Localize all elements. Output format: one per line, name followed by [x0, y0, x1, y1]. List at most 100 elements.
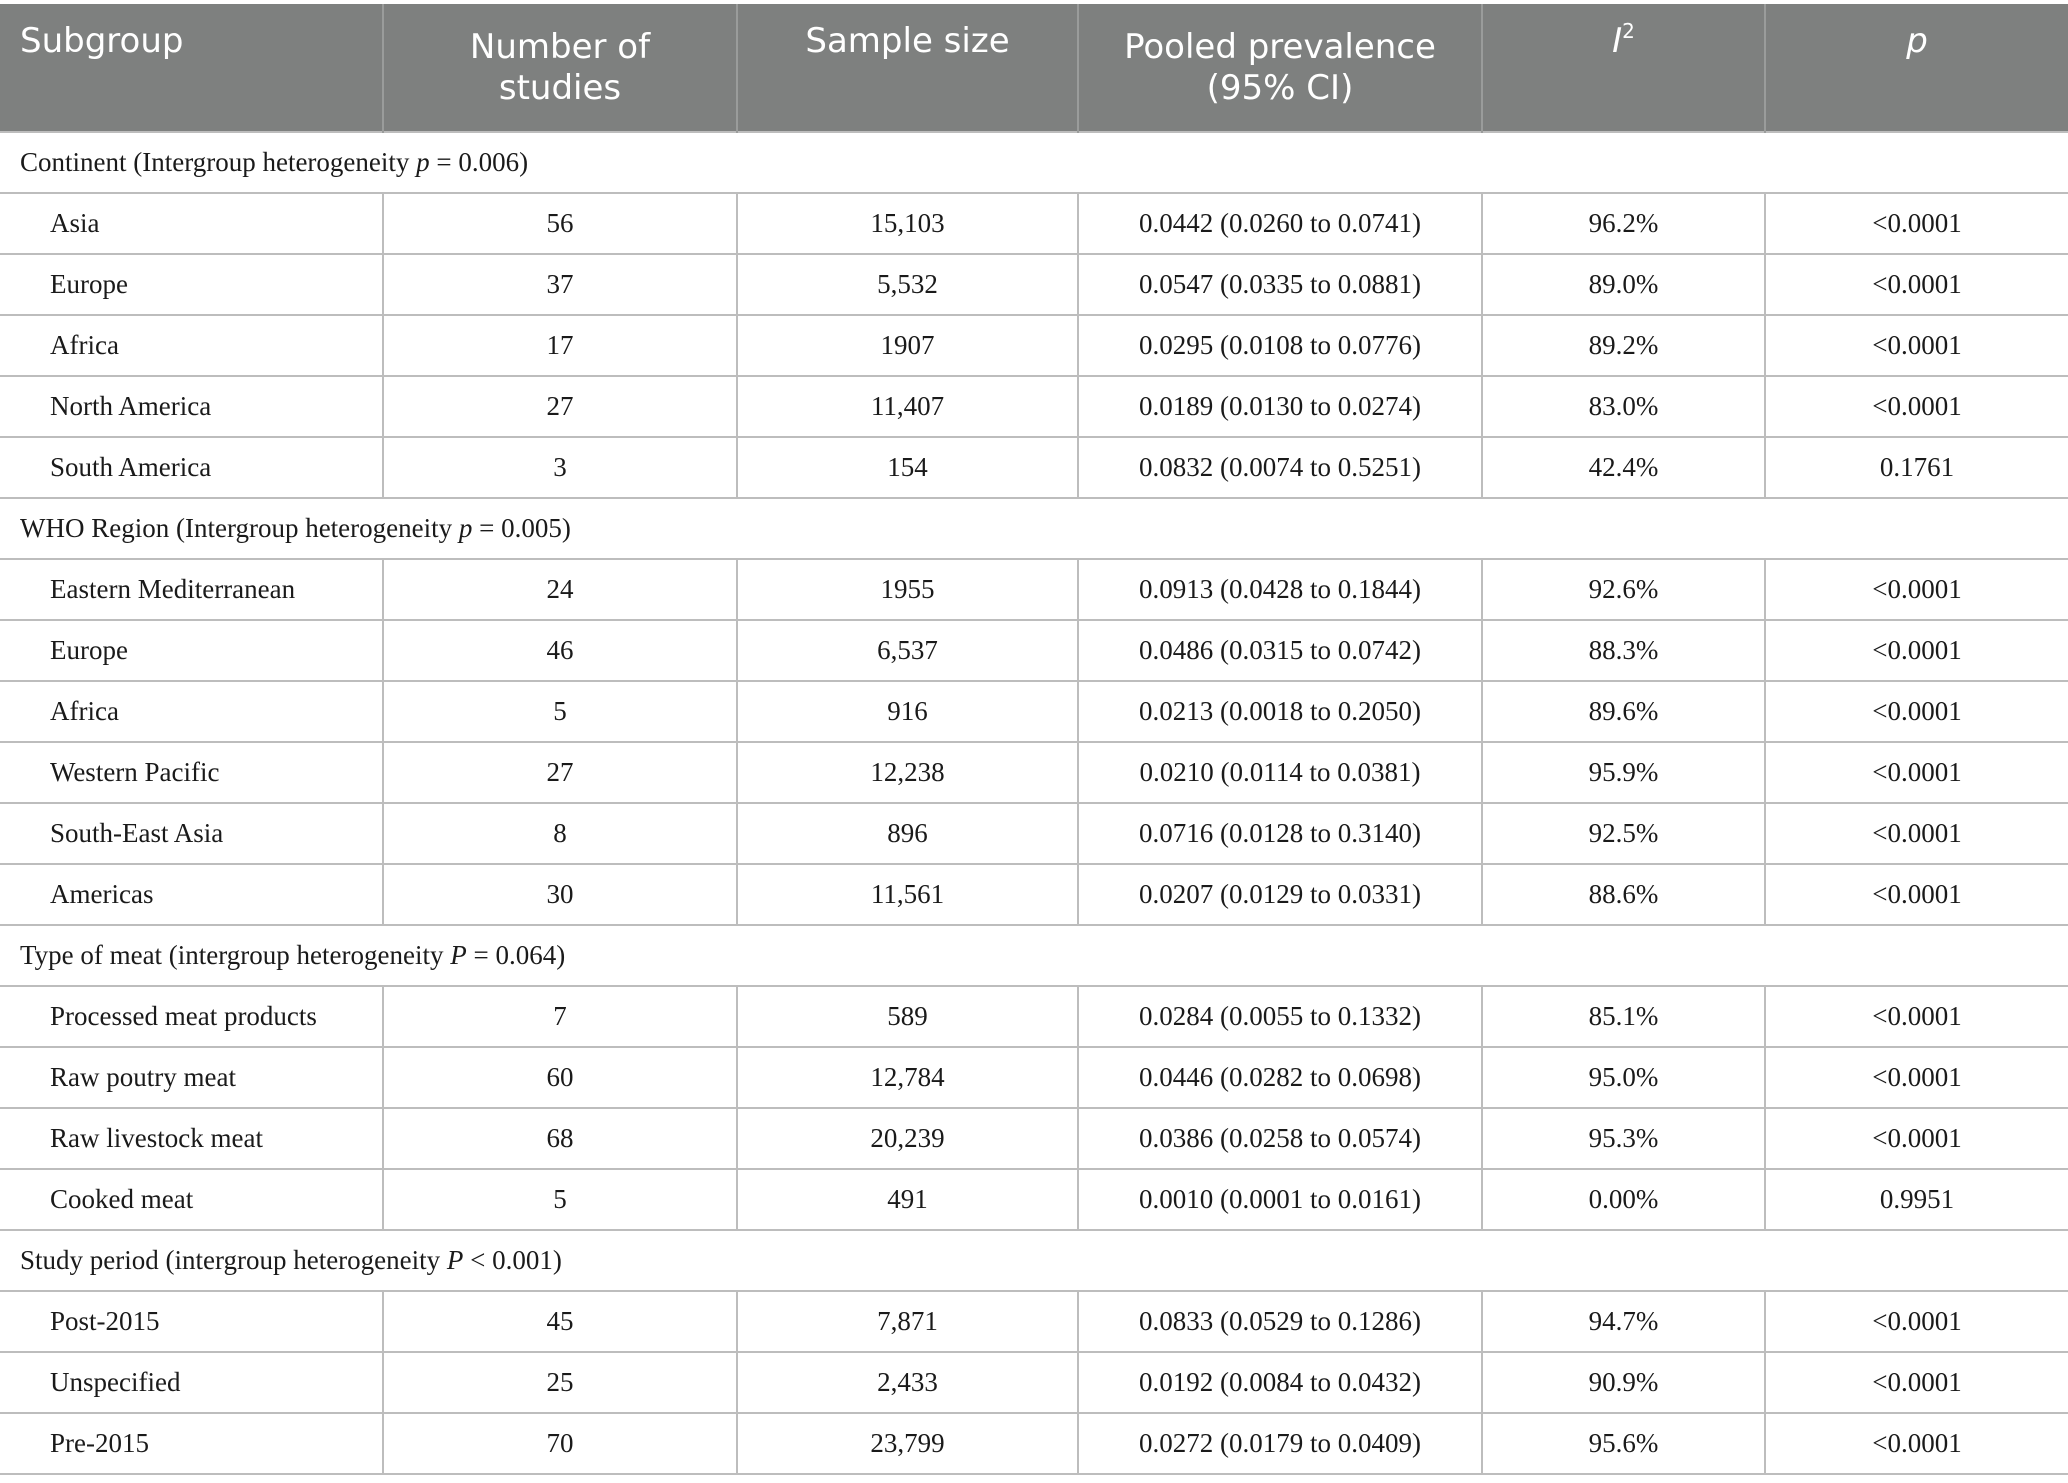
- cell-sample-size: 916: [736, 680, 1078, 743]
- cell-pooled-prevalence: 0.0386 (0.0258 to 0.0574): [1077, 1107, 1482, 1170]
- group-label: Study period (intergroup heterogeneity P…: [0, 1229, 2068, 1292]
- cell-p: <0.0001: [1764, 558, 2068, 621]
- cell-sample-size: 12,238: [736, 741, 1078, 804]
- cell-pooled-prevalence: 0.0192 (0.0084 to 0.0432): [1077, 1351, 1482, 1414]
- cell-p: <0.0001: [1764, 253, 2068, 316]
- table-row: Unspecified 25 2,433 0.0192 (0.0084 to 0.04…: [0, 1351, 2068, 1414]
- cell-i2: 94.7%: [1481, 1290, 1765, 1353]
- cell-subgroup: Europe: [0, 253, 383, 316]
- cell-sample-size: 1955: [736, 558, 1078, 621]
- cell-i2: 88.3%: [1481, 619, 1765, 682]
- header-row: Subgroup Number of studies Sample size Po…: [0, 4, 2068, 132]
- cell-pooled-prevalence: 0.0832 (0.0074 to 0.5251): [1077, 436, 1482, 499]
- group-label-value: = 0.006): [429, 147, 529, 177]
- cell-p: <0.0001: [1764, 863, 2068, 926]
- cell-subgroup: Europe: [0, 619, 383, 682]
- table-row: Europe 46 6,537 0.0486 (0.0315 to 0.0742) 88…: [0, 619, 2068, 682]
- cell-number-of-studies: 56: [382, 192, 737, 255]
- cell-i2: 95.0%: [1481, 1046, 1765, 1109]
- cell-subgroup: South America: [0, 436, 383, 499]
- group-label-value: = 0.005): [472, 513, 571, 543]
- header-i2-sup: 2: [1622, 19, 1635, 43]
- cell-number-of-studies: 3: [382, 436, 737, 499]
- group-header-row: Type of meat (intergroup heterogeneity P…: [0, 924, 2068, 987]
- table-row: Raw poutry meat 60 12,784 0.0446 (0.0282 to…: [0, 1046, 2068, 1109]
- cell-pooled-prevalence: 0.0284 (0.0055 to 0.1332): [1077, 985, 1482, 1048]
- cell-pooled-prevalence: 0.0272 (0.0179 to 0.0409): [1077, 1412, 1482, 1475]
- cell-pooled-prevalence: 0.0442 (0.0260 to 0.0741): [1077, 192, 1482, 255]
- group-label: Type of meat (intergroup heterogeneity P…: [0, 924, 2068, 987]
- header-subgroup-text: Subgroup: [20, 21, 184, 61]
- header-pooled-line2: (95% CI): [1206, 67, 1354, 108]
- cell-i2: 42.4%: [1481, 436, 1765, 499]
- table-row: South America 3 154 0.0832 (0.0074 to 0.525…: [0, 436, 2068, 499]
- cell-subgroup: Post-2015: [0, 1290, 383, 1353]
- table-row: Eastern Mediterranean 24 1955 0.0913 (0.042…: [0, 558, 2068, 621]
- cell-sample-size: 1907: [736, 314, 1078, 377]
- cell-sample-size: 12,784: [736, 1046, 1078, 1109]
- cell-p: 0.1761: [1764, 436, 2068, 499]
- cell-subgroup: Pre-2015: [0, 1412, 383, 1475]
- cell-i2: 0.00%: [1481, 1168, 1765, 1231]
- cell-number-of-studies: 24: [382, 558, 737, 621]
- cell-i2: 95.3%: [1481, 1107, 1765, 1170]
- cell-subgroup: Raw poutry meat: [0, 1046, 383, 1109]
- group-label-text: WHO Region (Intergroup heterogeneity: [20, 513, 459, 543]
- cell-number-of-studies: 70: [382, 1412, 737, 1475]
- table-header: Subgroup Number of studies Sample size Po…: [0, 4, 2068, 132]
- cell-i2: 89.0%: [1481, 253, 1765, 316]
- cell-sample-size: 20,239: [736, 1107, 1078, 1170]
- cell-subgroup: Cooked meat: [0, 1168, 383, 1231]
- cell-pooled-prevalence: 0.0547 (0.0335 to 0.0881): [1077, 253, 1482, 316]
- group-header-row: Continent (Intergroup heterogeneity p = …: [0, 131, 2068, 194]
- cell-pooled-prevalence: 0.0210 (0.0114 to 0.0381): [1077, 741, 1482, 804]
- cell-p: <0.0001: [1764, 1351, 2068, 1414]
- cell-pooled-prevalence: 0.0833 (0.0529 to 0.1286): [1077, 1290, 1482, 1353]
- cell-number-of-studies: 68: [382, 1107, 737, 1170]
- cell-number-of-studies: 60: [382, 1046, 737, 1109]
- header-sample-size-text: Sample size: [805, 21, 1010, 61]
- cell-p: <0.0001: [1764, 1290, 2068, 1353]
- group-header-row: WHO Region (Intergroup heterogeneity p =…: [0, 497, 2068, 560]
- header-i2-letter: I: [1612, 21, 1623, 61]
- group-label-value: = 0.064): [466, 940, 566, 970]
- cell-sample-size: 491: [736, 1168, 1078, 1231]
- table-row: Europe 37 5,532 0.0547 (0.0335 to 0.0881) 89…: [0, 253, 2068, 316]
- cell-p: 0.9951: [1764, 1168, 2068, 1231]
- cell-number-of-studies: 27: [382, 741, 737, 804]
- cell-pooled-prevalence: 0.0010 (0.0001 to 0.0161): [1077, 1168, 1482, 1231]
- cell-subgroup: South-East Asia: [0, 802, 383, 865]
- group-header-row: Study period (intergroup heterogeneity P…: [0, 1229, 2068, 1292]
- cell-subgroup: North America: [0, 375, 383, 438]
- cell-i2: 85.1%: [1481, 985, 1765, 1048]
- cell-sample-size: 7,871: [736, 1290, 1078, 1353]
- cell-p: <0.0001: [1764, 985, 2068, 1048]
- cell-i2: 83.0%: [1481, 375, 1765, 438]
- cell-number-of-studies: 37: [382, 253, 737, 316]
- cell-sample-size: 23,799: [736, 1412, 1078, 1475]
- cell-sample-size: 6,537: [736, 619, 1078, 682]
- cell-p: <0.0001: [1764, 1412, 2068, 1475]
- table-row: South-East Asia 8 896 0.0716 (0.0128 to 0.3…: [0, 802, 2068, 865]
- cell-sample-size: 5,532: [736, 253, 1078, 316]
- cell-i2: 88.6%: [1481, 863, 1765, 926]
- cell-pooled-prevalence: 0.0446 (0.0282 to 0.0698): [1077, 1046, 1482, 1109]
- group-label-value: < 0.001): [463, 1245, 562, 1275]
- group-label-variable: p: [416, 147, 430, 177]
- cell-subgroup: Western Pacific: [0, 741, 383, 804]
- header-sample-size: Sample size: [736, 4, 1078, 132]
- header-pooled-line1: Pooled prevalence: [1124, 26, 1436, 67]
- cell-number-of-studies: 17: [382, 314, 737, 377]
- table-row: North America 27 11,407 0.0189 (0.0130 to 0…: [0, 375, 2068, 438]
- table-row: Africa 17 1907 0.0295 (0.0108 to 0.0776) 89.…: [0, 314, 2068, 377]
- header-number-of-studies: Number of studies: [382, 4, 737, 132]
- cell-sample-size: 896: [736, 802, 1078, 865]
- cell-p: <0.0001: [1764, 192, 2068, 255]
- table-body: Continent (Intergroup heterogeneity p = …: [0, 131, 2068, 1475]
- cell-subgroup: Africa: [0, 680, 383, 743]
- subgroup-analysis-table: Subgroup Number of studies Sample size Po…: [0, 4, 2068, 1475]
- cell-sample-size: 589: [736, 985, 1078, 1048]
- cell-i2: 95.9%: [1481, 741, 1765, 804]
- cell-p: <0.0001: [1764, 619, 2068, 682]
- cell-i2: 95.6%: [1481, 1412, 1765, 1475]
